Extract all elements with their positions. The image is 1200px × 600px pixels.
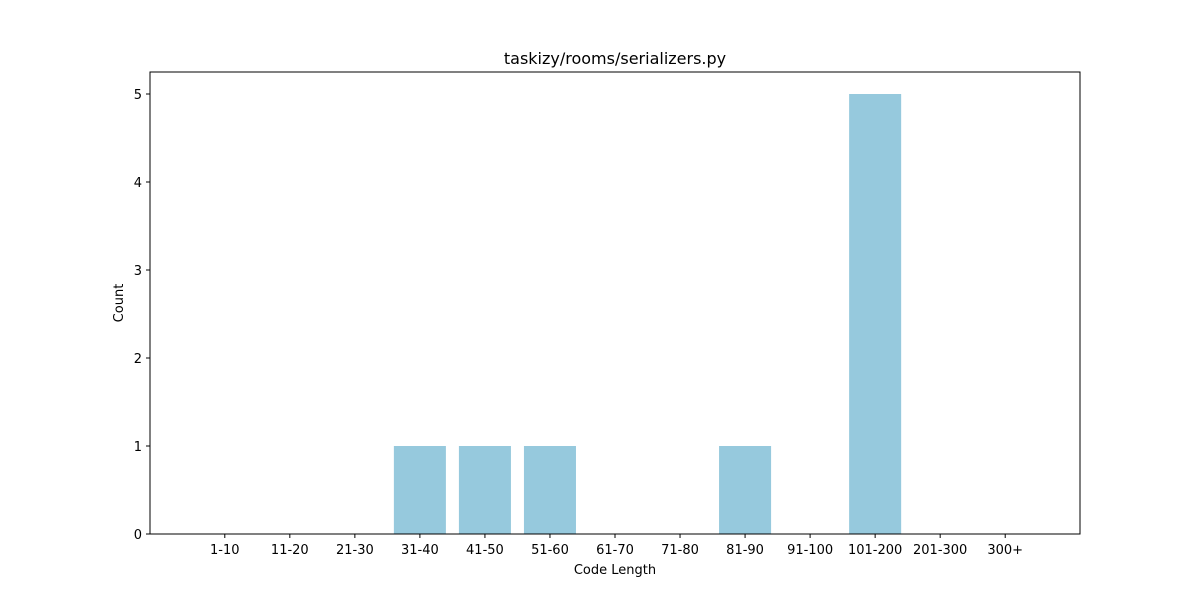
bar-101-200 <box>849 94 902 534</box>
bar-31-40 <box>393 446 446 534</box>
y-axis-label: Count <box>112 284 127 323</box>
x-tick-label: 41-50 <box>466 543 504 558</box>
x-tick-label: 61-70 <box>596 543 634 558</box>
x-tick-label: 51-60 <box>531 543 569 558</box>
chart-title: taskizy/rooms/serializers.py <box>504 49 726 68</box>
y-tick-label: 0 <box>134 528 142 543</box>
x-axis-label: Code Length <box>574 563 656 578</box>
x-axis-ticks: 1-10 11-20 21-30 31-40 41-50 51-60 61-70 71-80 8… <box>210 534 1023 558</box>
x-tick-label: 31-40 <box>401 543 439 558</box>
plot-frame <box>149 71 1081 535</box>
y-tick-label: 3 <box>134 264 142 279</box>
bar-51-60 <box>523 446 576 534</box>
x-tick-label: 81-90 <box>726 543 764 558</box>
x-tick-label: 91-100 <box>787 543 833 558</box>
bars-group <box>393 94 902 534</box>
x-tick-label: 201-300 <box>913 543 967 558</box>
y-tick-label: 5 <box>134 88 142 103</box>
x-tick-label: 11-20 <box>271 543 309 558</box>
y-tick-label: 2 <box>134 352 142 367</box>
x-tick-label: 300+ <box>987 543 1023 558</box>
x-tick-label: 21-30 <box>336 543 374 558</box>
y-axis-ticks: 0 1 2 3 4 5 <box>134 88 150 543</box>
bar-41-50 <box>458 446 511 534</box>
x-tick-label: 1-10 <box>210 543 240 558</box>
x-tick-label: 71-80 <box>661 543 699 558</box>
bar-81-90 <box>719 446 772 534</box>
y-tick-label: 1 <box>134 440 142 455</box>
x-tick-label: 101-200 <box>848 543 902 558</box>
y-tick-label: 4 <box>134 176 142 191</box>
